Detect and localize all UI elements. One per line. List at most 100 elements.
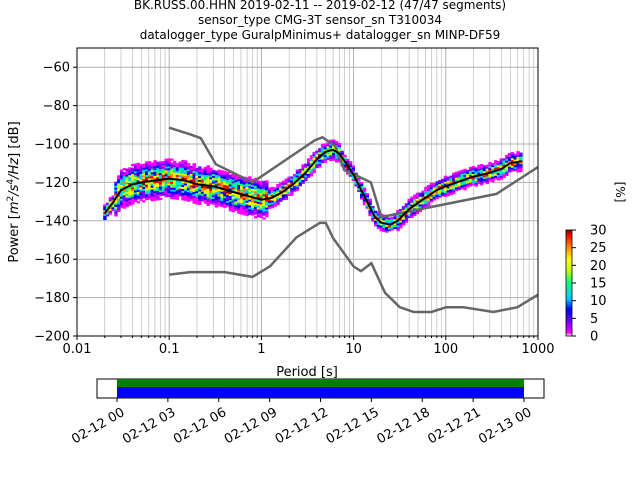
heatmap-cell — [415, 200, 420, 203]
heatmap-cell — [474, 178, 478, 181]
heatmap-cell — [206, 196, 210, 199]
heatmap-cell — [270, 186, 275, 190]
heatmap-cell — [290, 189, 294, 192]
heatmap-cell — [256, 209, 261, 212]
heatmap-cell — [131, 192, 135, 195]
heatmap-cell — [181, 177, 185, 180]
heatmap-cell — [212, 194, 216, 198]
heatmap-cell — [424, 192, 428, 195]
heatmap-cell — [279, 199, 283, 202]
heatmap-cell — [477, 164, 481, 167]
heatmap-cell — [357, 178, 361, 181]
heatmap-cell — [516, 158, 520, 161]
heatmap-cell — [145, 178, 149, 181]
heatmap-cell — [214, 191, 219, 194]
heatmap-cell — [122, 202, 127, 205]
heatmap-cell — [463, 172, 467, 175]
heatmap-cell — [390, 216, 395, 219]
heatmap-cell — [443, 191, 448, 194]
heatmap-cell — [273, 187, 277, 190]
heatmap-cell — [203, 188, 208, 191]
heatmap-cell — [161, 161, 166, 164]
heatmap-cell — [159, 170, 163, 174]
heatmap-cell — [396, 229, 400, 232]
heatmap-cell — [482, 167, 487, 170]
heatmap-cell — [401, 215, 406, 218]
heatmap-cell — [245, 187, 249, 190]
heatmap-cell — [519, 156, 523, 159]
heatmap-cell — [446, 192, 450, 195]
heatmap-cell — [119, 186, 124, 189]
heatmap-cell — [161, 176, 166, 179]
heatmap-cell — [245, 198, 249, 201]
heatmap-cell — [122, 206, 127, 209]
heatmap-cell — [198, 177, 202, 180]
timeline-tick-label: 02-12 00 — [69, 405, 127, 447]
heatmap-cell — [248, 210, 252, 214]
heatmap-cell — [463, 186, 467, 189]
heatmap-cell — [203, 180, 208, 183]
heatmap-cell — [114, 191, 118, 194]
heatmap-cell — [259, 188, 263, 192]
heatmap-cell — [170, 191, 174, 194]
heatmap-cell — [133, 167, 138, 170]
heatmap-cell — [323, 149, 328, 152]
heatmap-cell — [304, 163, 308, 166]
heatmap-cell — [111, 208, 115, 212]
heatmap-cell — [390, 220, 395, 223]
heatmap-cell — [379, 229, 383, 232]
heatmap-cell — [150, 170, 154, 173]
heatmap-cell — [217, 183, 221, 186]
heatmap-cell — [256, 192, 261, 195]
heatmap-cell — [198, 168, 202, 171]
heatmap-cell — [228, 191, 233, 195]
heatmap-cell — [136, 180, 141, 183]
heatmap-cell — [203, 182, 208, 185]
heatmap-cell — [153, 160, 157, 163]
heatmap-cell — [198, 202, 202, 205]
heatmap-cell — [251, 182, 255, 185]
heatmap-cell — [488, 165, 492, 169]
heatmap-cell — [513, 165, 517, 168]
heatmap-cell — [376, 220, 381, 224]
heatmap-cell — [265, 207, 269, 210]
heatmap-cell — [214, 180, 219, 183]
heatmap-cell — [463, 184, 467, 187]
heatmap-cell — [167, 194, 171, 197]
heatmap-cell — [108, 208, 113, 211]
heatmap-cell — [228, 186, 233, 189]
heatmap-cell — [248, 185, 252, 189]
heatmap-cell — [231, 202, 235, 205]
heatmap-cell — [223, 198, 227, 201]
heatmap-cell — [125, 182, 129, 185]
heatmap-cell — [513, 157, 517, 160]
heatmap-cell — [184, 187, 188, 190]
heatmap-cell — [209, 192, 213, 195]
heatmap-cell — [192, 201, 196, 204]
heatmap-cell — [128, 201, 132, 204]
mode-curve — [104, 148, 521, 226]
heatmap-cell — [200, 168, 205, 171]
heatmap-cell — [173, 160, 177, 163]
heatmap-cell — [223, 176, 227, 180]
heatmap-cell — [253, 200, 258, 203]
heatmap-cell — [156, 186, 160, 189]
heatmap-cell — [164, 179, 168, 182]
heatmap-cell — [245, 189, 249, 192]
heatmap-cell — [480, 169, 484, 172]
heatmap-cell — [332, 139, 336, 142]
heatmap-cell — [480, 181, 484, 184]
heatmap-cell — [147, 185, 152, 189]
heatmap-cell — [117, 188, 121, 191]
heatmap-cell — [131, 179, 135, 182]
heatmap-cell — [404, 218, 409, 221]
heatmap-cell — [206, 201, 210, 204]
heatmap-cell — [443, 187, 448, 190]
heatmap-cell — [226, 173, 230, 176]
heatmap-cell — [379, 219, 383, 222]
heatmap-cell — [159, 167, 163, 170]
heatmap-cell — [122, 168, 127, 171]
heatmap-cell — [242, 207, 247, 210]
heatmap-cell — [273, 193, 277, 196]
